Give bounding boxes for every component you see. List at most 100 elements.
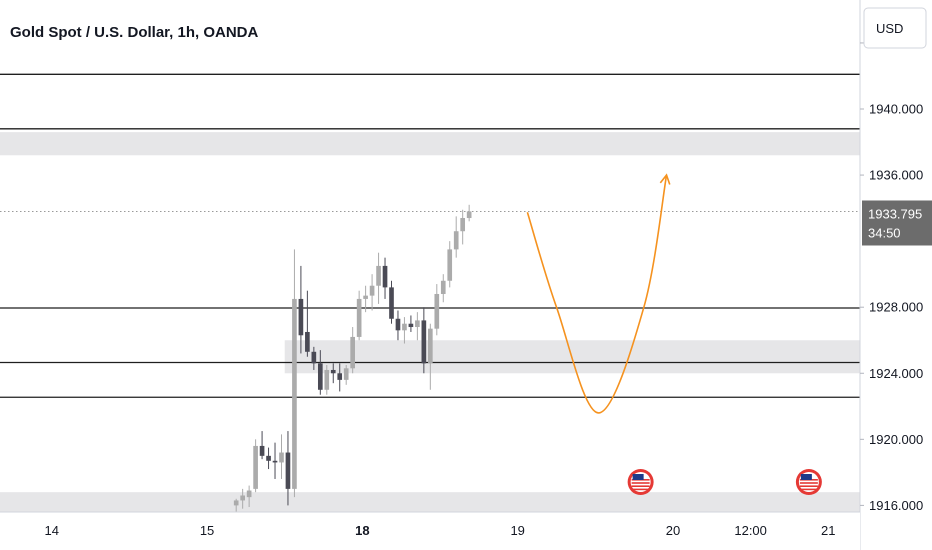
projection-curve [526, 174, 668, 414]
candle-body [317, 363, 323, 390]
candle-down [382, 257, 388, 299]
candles-layer [233, 204, 472, 512]
candle-up [363, 285, 368, 313]
candle-up [427, 323, 433, 390]
candle-body [408, 323, 414, 328]
candle-body [427, 328, 433, 364]
candle-up [343, 365, 349, 385]
candle-body [330, 369, 336, 374]
candle-body [298, 298, 304, 336]
candle-body [395, 318, 401, 331]
candle-body [343, 368, 349, 380]
candle-up [415, 312, 420, 341]
candle-body [279, 452, 284, 463]
candle-body [246, 490, 252, 498]
candle-body [421, 320, 427, 364]
candle-down [330, 363, 336, 384]
flag-stripe [631, 488, 650, 491]
currency-button-label[interactable]: USD [876, 21, 903, 36]
time-tick-label: 19 [510, 523, 524, 538]
candle-body [266, 455, 271, 461]
candle-body [292, 298, 297, 489]
candle-up [440, 274, 446, 303]
flag-stripe [631, 485, 650, 487]
time-tick-label: 14 [45, 523, 59, 538]
candle-body [382, 265, 388, 288]
currency-button-frame[interactable] [863, 7, 927, 49]
candle-body [389, 287, 394, 319]
price-tick-label: 1940.000 [869, 102, 923, 117]
time-axis-ticks: 14 15 18 19 20 12:00 21 [45, 523, 836, 538]
candle-body [356, 298, 362, 337]
candle-body [324, 369, 330, 390]
candle-down [421, 307, 427, 374]
us-flag-event-icon[interactable] [795, 469, 822, 495]
candle-body [363, 295, 368, 299]
us-flag-event-icon[interactable] [627, 469, 654, 495]
last-price-tag-background [862, 200, 932, 246]
price-tick-label: 1936.000 [869, 168, 923, 183]
candle-up [369, 274, 375, 311]
candle-body [369, 285, 375, 296]
candle-up [376, 252, 381, 304]
projection-arrowhead [659, 173, 671, 185]
candle-body [350, 336, 356, 369]
candle-up [466, 204, 472, 222]
candle-up [253, 439, 258, 493]
candle-down [305, 290, 310, 357]
last-price-tag: 1933.795 34:50 [862, 200, 932, 246]
candle-up [460, 209, 466, 245]
candle-down [389, 280, 394, 324]
candle-down [317, 350, 323, 395]
candle-down [272, 442, 278, 479]
chart-title: Gold Spot / U.S. Dollar, 1h, OANDA [10, 24, 259, 41]
flag-stripe [799, 485, 818, 487]
candle-body [440, 280, 446, 294]
candle-body [259, 445, 265, 456]
candle-body [402, 323, 407, 331]
price-tick-label: 1920.000 [869, 432, 923, 447]
candle-up [240, 488, 245, 509]
price-tick-label: 1916.000 [869, 498, 923, 513]
candle-body [253, 445, 258, 489]
candle-up [453, 216, 459, 258]
candle-down [266, 447, 271, 470]
candle-up [356, 290, 362, 341]
candle-up [350, 327, 356, 374]
candle-body [460, 218, 466, 232]
candle-body [311, 351, 317, 364]
candle-up [292, 249, 297, 498]
flag-stripe [631, 482, 650, 484]
currency-button[interactable]: USD [863, 7, 927, 49]
candle-body [305, 331, 310, 352]
candle-body [466, 211, 472, 219]
candle-down [285, 431, 291, 506]
zone-band [0, 132, 860, 156]
flag-stripe [799, 488, 818, 491]
candle-up [246, 485, 252, 508]
candle-body [453, 231, 459, 250]
price-axis-panel[interactable] [860, 0, 932, 550]
candle-body [415, 320, 420, 328]
candle-body [434, 293, 440, 329]
candle-body [240, 495, 245, 501]
candle-up [233, 498, 239, 512]
time-axis-panel[interactable] [0, 512, 860, 550]
flag-canton [632, 474, 644, 480]
flag-canton [800, 474, 812, 480]
candle-down [311, 346, 317, 370]
flag-stripe [799, 482, 818, 484]
candle-body [233, 500, 239, 506]
candle-up [434, 284, 440, 336]
candle-down [259, 431, 265, 460]
time-tick-label: 18 [355, 523, 369, 538]
candle-down [337, 363, 343, 392]
candle-up [279, 434, 284, 479]
last-price-value: 1933.795 [868, 206, 922, 221]
candle-down [408, 315, 414, 332]
bar-countdown: 34:50 [868, 225, 901, 240]
time-tick-label: 21 [821, 523, 835, 538]
time-tick-label: 15 [200, 523, 214, 538]
time-tick-label: 20 [666, 523, 680, 538]
